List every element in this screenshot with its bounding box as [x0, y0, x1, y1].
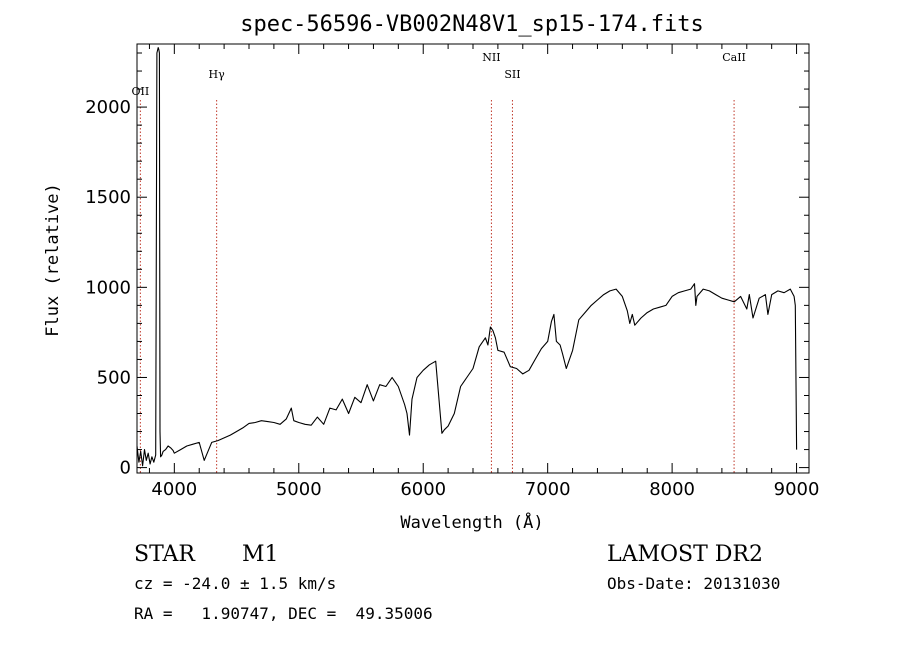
line-marker-label-0: OII: [132, 85, 150, 98]
x-axis-label: Wavelength (Å): [400, 511, 543, 533]
y-tick-label-0: 0: [120, 458, 131, 479]
x-tick-label-1: 5000: [276, 479, 322, 500]
star-label: STAR: [134, 542, 196, 567]
spectral-class: M1: [242, 542, 279, 567]
x-tick-label-0: 4000: [151, 479, 197, 500]
axis-ticks: 4000 5000 6000 7000 8000 9000 0 500 1000 1500 2000: [85, 44, 819, 500]
survey-name: LAMOST DR2: [607, 542, 763, 567]
line-marker-label-1: Hγ: [209, 68, 226, 81]
x-tick-label-2: 6000: [400, 479, 446, 500]
spectrum-series: [136, 47, 798, 467]
x-tick-label-5: 9000: [774, 479, 820, 500]
line-marker-label-2: NII: [482, 51, 500, 64]
line-marker-label-3: SII: [504, 68, 520, 81]
y-axis-label: Flux (relative): [43, 183, 63, 337]
cz-value: cz = -24.0 ± 1.5 km/s: [134, 574, 336, 593]
line-marker-label-4: CaII: [722, 51, 746, 64]
y-tick-label-3: 1500: [85, 187, 131, 208]
chart-title: spec-56596-VB002N48V1_sp15-174.fits: [240, 12, 704, 37]
coordinates: RA = 1.90747, DEC = 49.35006: [134, 604, 433, 623]
y-tick-label-2: 1000: [85, 277, 131, 298]
obs-date: Obs-Date: 20131030: [607, 574, 780, 593]
series-line-0: [136, 47, 798, 467]
x-tick-label-4: 8000: [649, 479, 695, 500]
y-tick-label-1: 500: [97, 367, 131, 388]
x-tick-label-3: 7000: [525, 479, 571, 500]
spectral-line-markers: OII Hγ NII SII CaII: [132, 51, 746, 473]
y-tick-label-4: 2000: [85, 97, 131, 118]
